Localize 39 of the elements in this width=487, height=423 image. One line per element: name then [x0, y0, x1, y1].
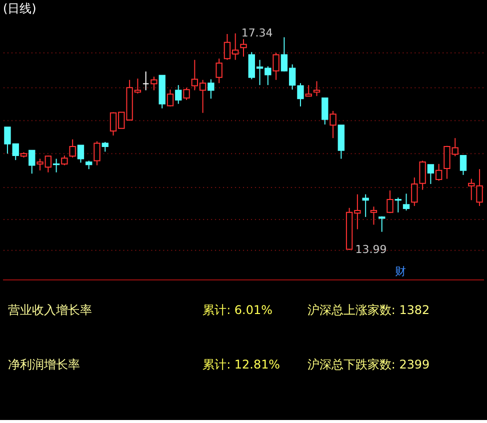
- candlestick: [150, 76, 158, 91]
- candlestick: [102, 141, 108, 152]
- text: 沪深总下跌家数: 2399: [307, 358, 430, 372]
- text: 净利润增长率: [8, 358, 80, 372]
- text: 营业收入增长率: [8, 302, 92, 317]
- candlestick: [460, 155, 467, 176]
- candlestick: [166, 89, 174, 107]
- candlestick: [208, 78, 214, 100]
- candlestick: [183, 87, 190, 100]
- candlestick: [313, 80, 320, 97]
- chart-title: (日线): [2, 1, 36, 16]
- candlestick: [402, 193, 410, 211]
- candlestick: [362, 194, 369, 218]
- candlestick: [142, 71, 150, 91]
- candlestick: [330, 110, 336, 139]
- candlestick: [175, 84, 182, 104]
- candlestick: [427, 164, 434, 184]
- candlestick: [322, 98, 328, 126]
- candlestick: [52, 158, 60, 173]
- candlestick: [435, 163, 442, 182]
- candlestick: [61, 155, 68, 166]
- text: 沪深总上涨家数: 1382: [307, 302, 430, 317]
- candlestick: [69, 138, 76, 158]
- candlestick: [394, 197, 402, 213]
- candlestick: [240, 38, 247, 58]
- candlestick: [216, 58, 222, 84]
- candlestick: [378, 216, 386, 232]
- annotation: 17.34: [241, 26, 273, 40]
- annotation: 13.99: [355, 242, 387, 256]
- text: 累计: 12.81%: [202, 358, 280, 372]
- candlestick: [272, 52, 280, 80]
- text: 财: [395, 264, 406, 278]
- candlestick: [370, 206, 378, 226]
- candlestick: [94, 140, 100, 166]
- candlestick: [386, 190, 394, 214]
- candlestick: [28, 150, 36, 174]
- candlestick: [305, 84, 312, 97]
- candlestick: [77, 144, 84, 164]
- text: 累计: 6.01%: [202, 302, 272, 317]
